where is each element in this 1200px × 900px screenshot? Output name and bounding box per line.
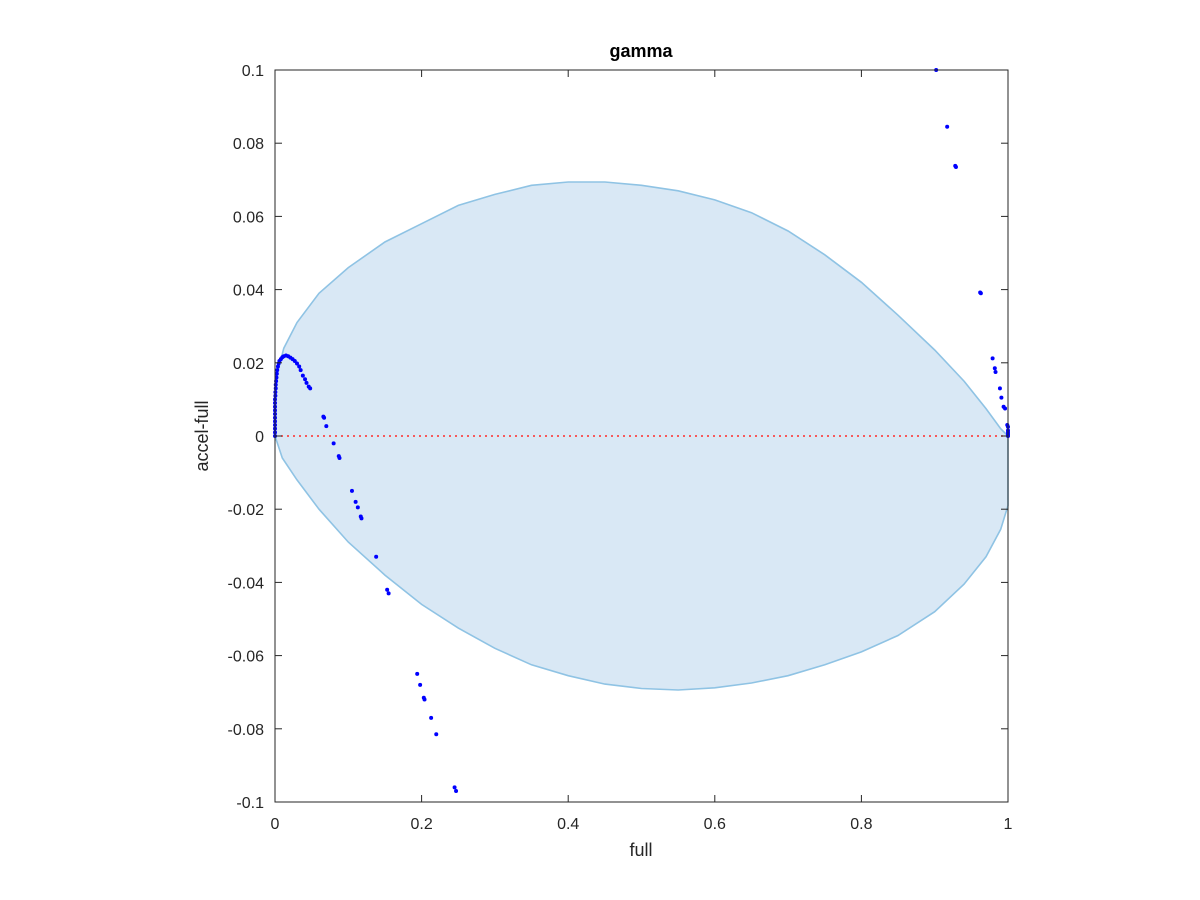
y-tick-label: 0.08: [233, 136, 264, 153]
data-point: [454, 789, 459, 794]
y-tick-label: 0.1: [242, 63, 264, 80]
y-tick-label: 0.04: [233, 283, 264, 300]
data-point: [452, 785, 457, 790]
data-point: [993, 369, 998, 374]
data-point: [337, 455, 342, 460]
y-tick-label: -0.1: [236, 795, 264, 812]
y-tick-label: 0: [255, 429, 264, 446]
data-point: [990, 356, 995, 361]
data-point: [355, 505, 360, 510]
data-point: [297, 364, 302, 369]
axes: 0 0.2 0.4 0.6 0.8 1 -0.1 -0.08 -0.06 -0.04 -0.02 0 0…: [228, 63, 1013, 833]
data-point: [434, 732, 439, 737]
y-tick-label: -0.02: [228, 502, 265, 519]
data-point: [978, 291, 983, 296]
data-point: [386, 591, 391, 596]
data-point: [353, 499, 358, 504]
data-point: [275, 368, 280, 373]
data-point: [997, 386, 1002, 391]
data-point: [331, 441, 336, 446]
x-tick-label: 0.2: [410, 816, 432, 833]
data-point: [303, 377, 308, 382]
data-point: [322, 415, 327, 420]
y-tick-label: -0.08: [228, 722, 265, 739]
data-point: [1003, 406, 1008, 411]
data-point: [953, 164, 958, 169]
y-tick-label: 0.02: [233, 356, 264, 373]
y-tick-label: -0.04: [228, 575, 265, 592]
x-tick-label: 0.4: [557, 816, 579, 833]
x-tick-label: 1: [1004, 816, 1013, 833]
data-point: [415, 671, 420, 676]
x-tick-label: 0: [271, 816, 280, 833]
data-point: [308, 386, 313, 391]
x-tick-label: 0.8: [850, 816, 872, 833]
data-point: [945, 124, 950, 129]
chart-title: gamma: [609, 41, 673, 61]
data-point: [324, 424, 329, 429]
data-point: [273, 386, 278, 391]
data-point: [422, 697, 427, 702]
data-point: [273, 382, 278, 387]
data-point: [359, 516, 364, 521]
data-point: [274, 371, 279, 376]
x-tick-label: 0.6: [704, 816, 726, 833]
data-point: [349, 488, 354, 493]
data-point: [429, 715, 434, 720]
x-axis-label: full: [629, 840, 652, 860]
y-tick-label: 0.06: [233, 209, 264, 226]
data-point: [304, 380, 309, 385]
y-tick-label: -0.06: [228, 649, 265, 666]
data-point: [385, 587, 390, 592]
y-axis-label: accel-full: [192, 400, 212, 471]
data-point: [418, 682, 423, 687]
data-point: [992, 366, 997, 371]
data-point: [300, 373, 305, 378]
data-point: [374, 554, 379, 559]
data-point: [298, 368, 303, 373]
data-point: [294, 361, 299, 366]
data-point: [999, 395, 1004, 400]
